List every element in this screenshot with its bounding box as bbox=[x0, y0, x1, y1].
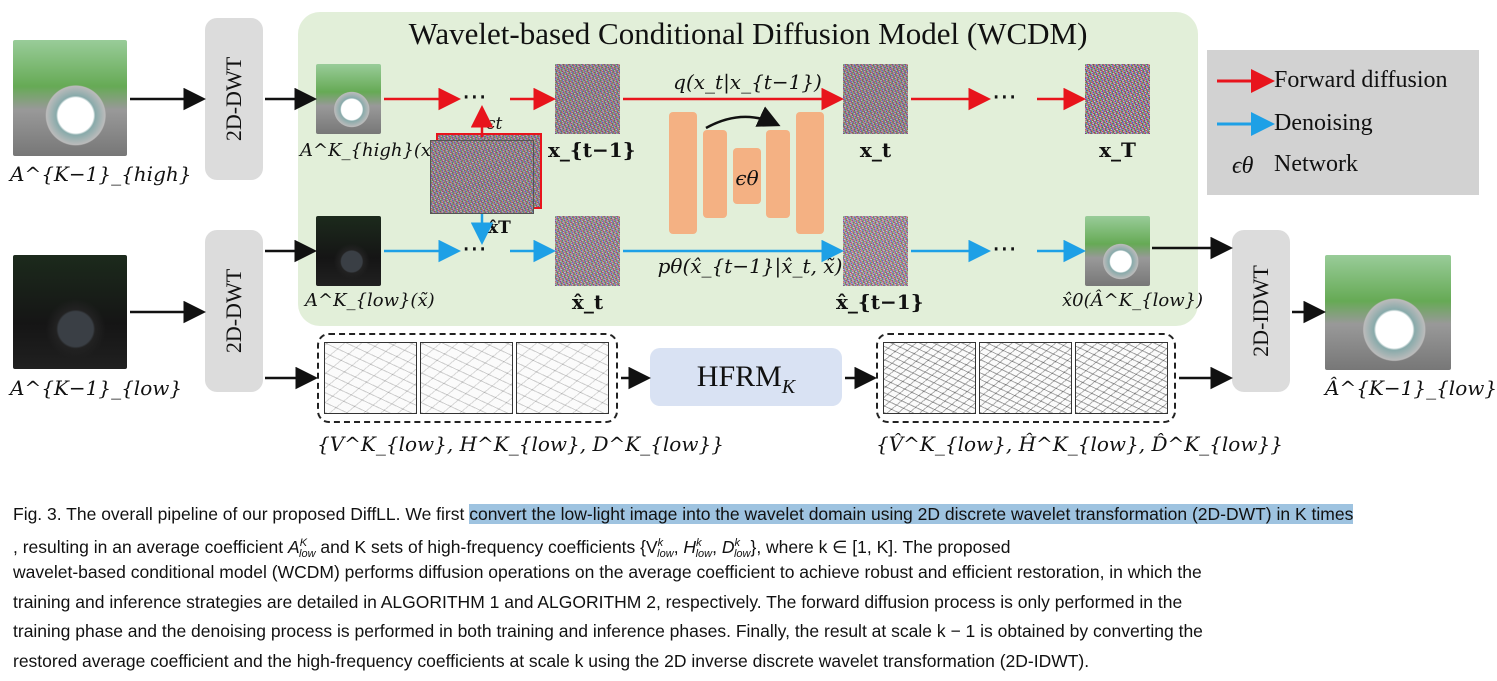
caption-line-2: , resulting in an average coefficient AK… bbox=[13, 536, 1011, 561]
hf-out-v bbox=[883, 342, 976, 414]
input-low-image bbox=[13, 255, 127, 369]
noisy-x-t-minus-1 bbox=[555, 64, 620, 134]
caption-line-3: wavelet-based conditional model (WCDM) p… bbox=[13, 562, 1202, 582]
caption-line-5: training phase and the denoising process… bbox=[13, 621, 1203, 641]
svg-text:···: ··· bbox=[992, 83, 1017, 113]
wcdm-title: Wavelet-based Conditional Diffusion Mode… bbox=[408, 16, 1088, 51]
legend-forward: Forward diffusion bbox=[1274, 67, 1448, 93]
a-low-label: A^K_{low}(x̃) bbox=[305, 290, 435, 311]
q-label: q(x_t|x_{t−1}) bbox=[673, 70, 822, 94]
hfrm-box: HFRMK bbox=[650, 348, 842, 406]
caption-line-1: Fig. 3. The overall pipeline of our prop… bbox=[13, 504, 1354, 524]
hf-in-v bbox=[324, 342, 417, 414]
x-t-label: x_t bbox=[859, 138, 892, 162]
caption-line-4: training and inference strategies are de… bbox=[13, 592, 1183, 612]
noisy-xhat-t bbox=[555, 216, 620, 286]
input-high-image bbox=[13, 40, 127, 156]
unet-block-4 bbox=[766, 130, 790, 218]
noisy-x-T bbox=[1085, 64, 1150, 134]
dwt-top-box: 2D-DWT bbox=[205, 18, 263, 180]
legend-network: Network bbox=[1274, 151, 1358, 177]
unet-block-2 bbox=[703, 130, 727, 218]
caption-highlight: convert the low-light image into the wav… bbox=[469, 504, 1354, 524]
hf-in-group bbox=[317, 333, 618, 423]
noisy-xhat-t-minus-1 bbox=[843, 216, 908, 286]
x-T-label: x_T bbox=[1099, 138, 1136, 162]
unet-block-5 bbox=[796, 112, 824, 234]
xhat-T-label: x̂T bbox=[488, 218, 511, 238]
a-high-label: A^K_{high}(x0) bbox=[300, 140, 450, 161]
caption-line-6: restored average coefficient and the hig… bbox=[13, 651, 1090, 671]
xhat-0-label: x̂0(Â^K_{low}) bbox=[1062, 290, 1204, 311]
eps-theta-label: ϵθ bbox=[735, 166, 759, 190]
legend-denoising: Denoising bbox=[1274, 110, 1373, 136]
svg-text:···: ··· bbox=[462, 83, 487, 113]
p-label: pθ(x̂_{t−1}|x̂_t, x̃) bbox=[657, 254, 843, 278]
legend-network-symbol: ϵθ bbox=[1232, 153, 1254, 179]
hf-out-h bbox=[979, 342, 1072, 414]
figure-caption: Fig. 3. The overall pipeline of our prop… bbox=[13, 500, 1483, 530]
hf-in-d bbox=[516, 342, 609, 414]
idwt-box: 2D-IDWT bbox=[1232, 230, 1290, 392]
hf-out-d bbox=[1075, 342, 1168, 414]
noisy-x-t bbox=[843, 64, 908, 134]
x-t-minus-1-label: x_{t−1} bbox=[548, 138, 636, 162]
unet-block-1 bbox=[669, 112, 697, 234]
a-high-image bbox=[316, 64, 381, 134]
noise-stack-front bbox=[430, 140, 534, 214]
svg-text:···: ··· bbox=[992, 235, 1017, 265]
output-image bbox=[1325, 255, 1451, 370]
a-low-image bbox=[316, 216, 381, 286]
unet-block-3 bbox=[733, 148, 761, 204]
dwt-bottom-box: 2D-DWT bbox=[205, 230, 263, 392]
xhat-0-image bbox=[1085, 216, 1150, 286]
hf-in-h bbox=[420, 342, 513, 414]
hf-out-group bbox=[876, 333, 1176, 423]
diagram-arrows: ··· ··· ··· ··· bbox=[130, 83, 1326, 390]
legend-arrows bbox=[1217, 69, 1275, 136]
xhat-t-minus-1-label: x̂_{t−1} bbox=[836, 290, 924, 314]
xhat-t-label: x̂_t bbox=[571, 290, 604, 314]
